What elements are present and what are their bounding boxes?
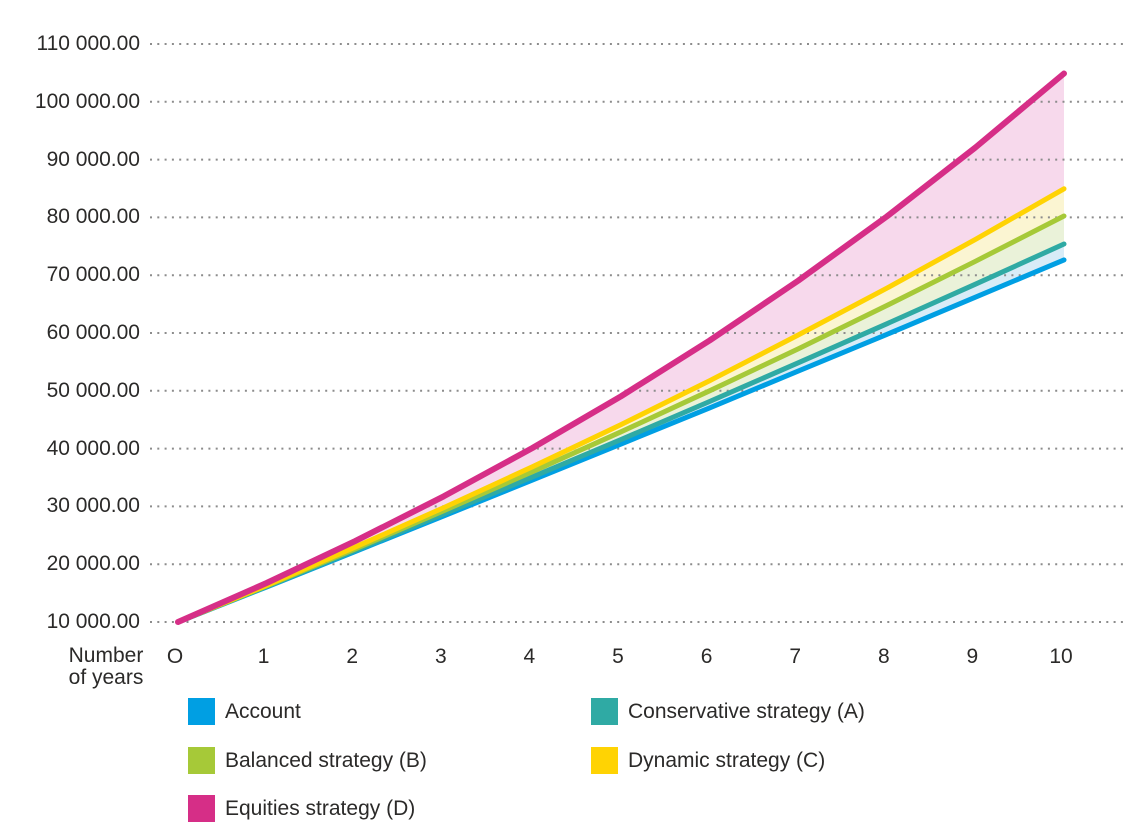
x-axis-tick-label: 2	[346, 645, 359, 668]
x-axis-tick-label: 1	[257, 645, 270, 668]
x-axis-tick-label: 6	[700, 645, 713, 668]
x-axis-title-line1: Number	[68, 644, 144, 667]
legend-swatch-conservative-strategy-a	[591, 698, 618, 725]
band-dynamic-strategy-c-to-equities-strategy-d	[178, 73, 1064, 622]
x-axis-tick-label: 3	[434, 645, 447, 668]
legend-swatch-account	[188, 698, 215, 725]
legend-label: Balanced strategy (B)	[225, 749, 427, 772]
x-axis-tick-label: 4	[523, 645, 536, 668]
y-axis-tick-label: 60 000.00	[46, 321, 140, 344]
y-axis-tick-label: 40 000.00	[46, 436, 140, 460]
y-axis-tick-label: 100 000.00	[34, 89, 140, 113]
legend-label: Equities strategy (D)	[225, 797, 416, 820]
x-axis-tick-label: 9	[966, 645, 979, 668]
series-line-equities-strategy-d	[175, 70, 1067, 625]
legend-label: Dynamic strategy (C)	[628, 749, 826, 772]
legend-swatch-dynamic-strategy-c	[591, 747, 618, 774]
y-axis-tick-label: 20 000.00	[46, 552, 140, 576]
y-axis-tick-label: 30 000.00	[46, 494, 140, 518]
x-axis-title-line2: of years	[68, 666, 144, 689]
x-axis-tick-label: 10	[1049, 645, 1073, 668]
legend-label: Conservative strategy (A)	[628, 700, 865, 723]
legend-swatch-equities-strategy-d	[188, 795, 215, 822]
x-axis-tick-label: 7	[789, 645, 802, 668]
y-axis-tick-label: 110 000.00	[36, 32, 140, 55]
legend-label: Account	[225, 700, 301, 723]
y-axis-tick-label: 10 000.00	[46, 610, 140, 633]
series-line-dynamic-strategy-c	[175, 186, 1067, 625]
x-axis-tick-label: 5	[612, 645, 624, 668]
legend-swatch-balanced-strategy-b	[188, 747, 215, 774]
x-axis-title: Number of years	[58, 645, 154, 689]
y-axis-tick-label: 80 000.00	[46, 205, 140, 229]
y-axis-tick-label: 70 000.00	[46, 263, 140, 287]
y-axis-tick-label: 50 000.00	[46, 378, 140, 402]
y-axis-tick-label: 90 000.00	[46, 147, 140, 171]
x-axis-tick-label: 8	[877, 645, 890, 668]
x-axis-tick-label: O	[166, 645, 184, 668]
